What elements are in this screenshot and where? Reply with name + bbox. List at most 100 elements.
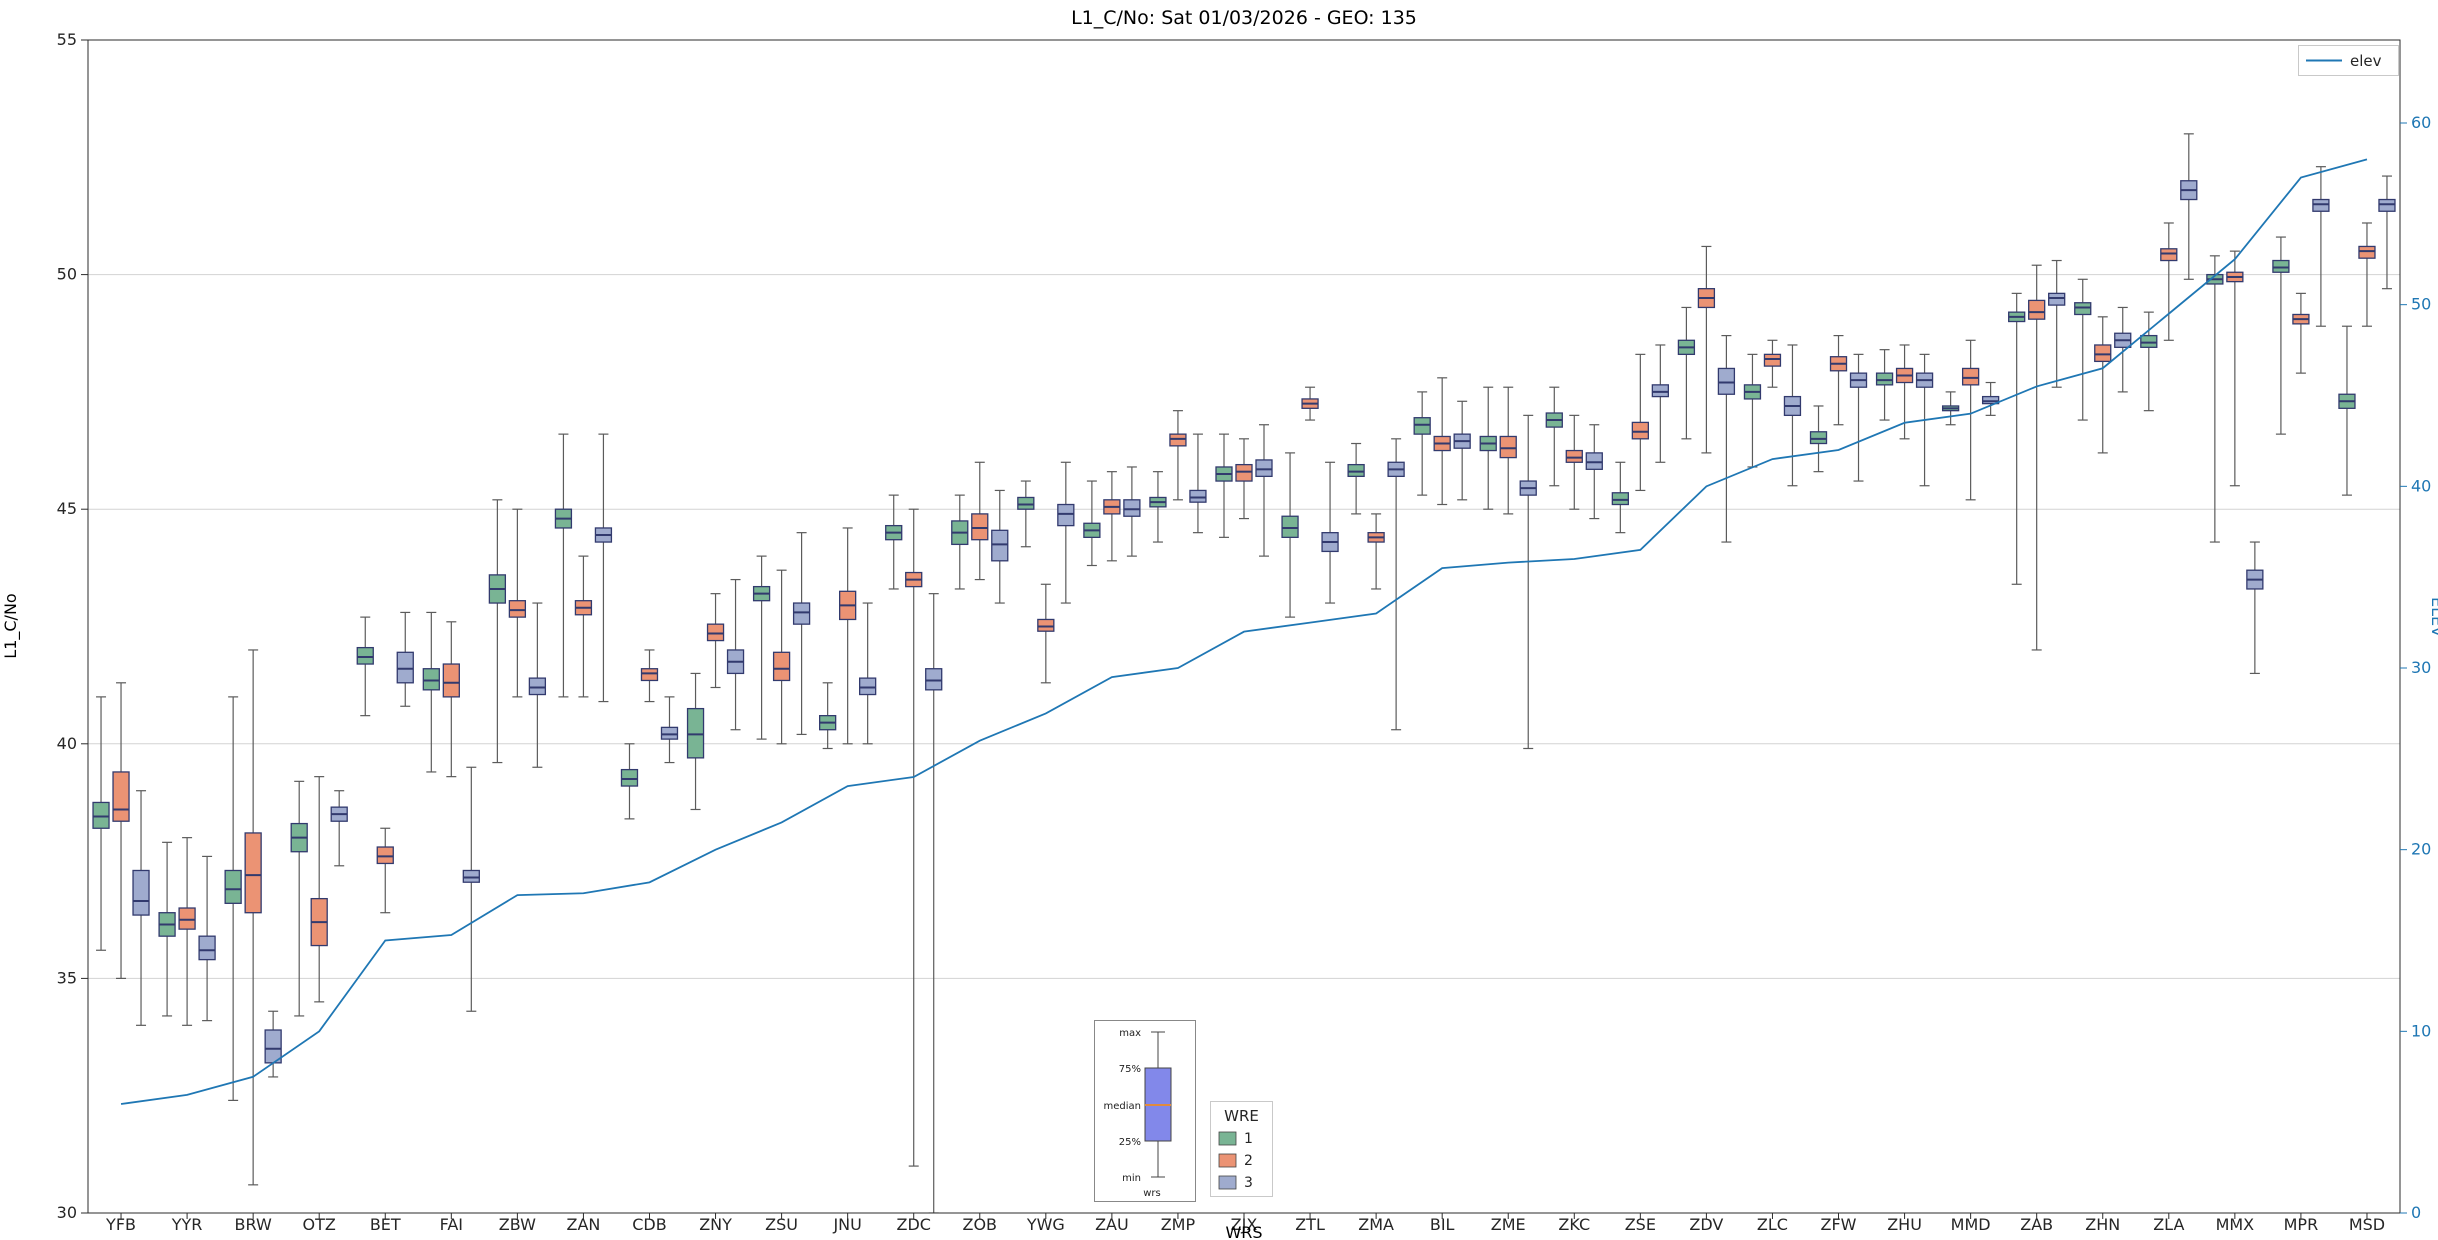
x-tick-label: ZFW — [1821, 1215, 1857, 1234]
box — [178, 907, 196, 930]
y-tick-label-left: 50 — [57, 265, 77, 284]
x-tick-label: CDB — [632, 1215, 666, 1234]
box — [1347, 463, 1365, 478]
plot-frame — [87, 39, 2401, 1214]
box — [1631, 421, 1649, 440]
box — [1235, 463, 1253, 482]
boxplot-MMD-wre2 — [1961, 339, 1980, 501]
boxplot-FAI-wre1 — [422, 611, 440, 773]
boxplot-ZDC-wre3 — [925, 593, 943, 1213]
x-tick-label: ZKC — [1558, 1215, 1590, 1234]
boxplot-ZBW-wre3 — [528, 602, 547, 768]
y-tick-label-left: 55 — [57, 30, 77, 49]
x-tick-label: ZAU — [1095, 1215, 1129, 1234]
boxplot-ZHN-wre3 — [2114, 306, 2132, 393]
box — [1189, 489, 1207, 503]
legend-wre-swatch-3 — [1218, 1175, 1237, 1190]
y-tick-label-right: 20 — [2411, 840, 2431, 859]
boxplot-JNU-wre2 — [839, 527, 857, 745]
boxplot-ZDC-wre1 — [885, 494, 903, 590]
boxplot-MMX-wre3 — [2246, 541, 2264, 675]
y-tick-label-left: 30 — [57, 1203, 77, 1222]
boxplot-ZSU-wre3 — [792, 532, 811, 736]
box — [508, 600, 527, 618]
boxplot-MSD-wre1 — [2338, 325, 2356, 496]
boxplot-ZMA-wre3 — [1387, 438, 1405, 731]
boxplot-ZBW-wre1 — [488, 499, 507, 764]
boxplot-ZMA-wre2 — [1367, 513, 1385, 590]
boxplot-ZSU-wre1 — [752, 555, 771, 740]
boxplot-MSD-wre2 — [2358, 222, 2376, 327]
boxplot-BIL-wre2 — [1433, 377, 1451, 506]
legend-wre-label-1: 1 — [1244, 1131, 1253, 1147]
box — [1809, 431, 1828, 445]
boxplot-ZLC-wre1 — [1743, 353, 1762, 468]
boxplot-ZAN-wre2 — [574, 555, 593, 698]
x-tick-label: YWG — [1026, 1215, 1065, 1234]
x-tick-label: MSD — [2349, 1215, 2385, 1234]
boxplot-ZME-wre1 — [1479, 386, 1497, 510]
boxplot-ZDC-wre2 — [905, 508, 923, 1167]
boxplot-ZAB-wre2 — [2028, 264, 2046, 651]
x-tick-label: ZMP — [1161, 1215, 1196, 1234]
series-wre-1 — [92, 236, 2356, 1101]
grid — [88, 39, 2400, 1214]
boxplot-layer — [92, 133, 2396, 1213]
boxplot-ZAB-wre3 — [2048, 259, 2066, 388]
box — [1651, 384, 1669, 398]
boxplot-ZLA-wre1 — [2140, 311, 2158, 412]
boxplot-CDB-wre2 — [640, 649, 659, 703]
box — [2160, 248, 2178, 262]
x-tick-label: ZDC — [896, 1215, 930, 1234]
boxplot-YWG-wre1 — [1017, 480, 1035, 548]
boxplot-ZHU-wre2 — [1895, 344, 1914, 440]
y-axis-left: 30 35 40 45 50 55 — [57, 30, 88, 1222]
box — [376, 846, 394, 865]
boxplot-ZMA-wre1 — [1347, 442, 1365, 515]
boxplot-BET-wre3 — [396, 611, 414, 707]
boxplot-ZHU-wre1 — [1875, 349, 1894, 421]
x-tick-label: YYR — [171, 1215, 203, 1234]
x-tick-label: FAI — [440, 1215, 463, 1234]
x-tick-label: ZME — [1491, 1215, 1526, 1234]
x-tick-label: ZDV — [1689, 1215, 1723, 1234]
boxplot-ZSU-wre2 — [772, 569, 791, 745]
y-axis-right: 0 10 20 30 40 50 60 — [2400, 113, 2431, 1222]
inset-label-q3: 75% — [1119, 1064, 1141, 1075]
legend-elev: elev — [2298, 45, 2399, 76]
boxplot-YYR-wre1 — [158, 841, 176, 1017]
box — [971, 513, 989, 541]
box — [1585, 452, 1603, 470]
x-axis: YFB YYR BRW OTZ BET FAI ZBW ZAN CDB ZNY ZSU JNU ZDC Z… — [105, 1213, 2385, 1234]
box — [640, 668, 659, 682]
boxplot-ZTL-wre2 — [1301, 386, 1319, 421]
legend-wre-label-3: 3 — [1244, 1175, 1253, 1191]
x-axis-label: WRS — [1225, 1223, 1262, 1240]
box — [198, 935, 216, 961]
box — [792, 602, 811, 625]
box — [396, 651, 414, 684]
y-tick-label-right: 10 — [2411, 1021, 2431, 1040]
boxplot-YWG-wre3 — [1057, 461, 1075, 604]
box — [1017, 496, 1035, 510]
chart-title: L1_C/No: Sat 01/03/2026 - GEO: 135 — [1071, 7, 1417, 29]
boxplot-MMX-wre1 — [2206, 255, 2224, 543]
boxplot-YFB-wre3 — [132, 790, 150, 1026]
boxplot-MSD-wre3 — [2378, 175, 2396, 290]
inset-caption: wrs — [1143, 1188, 1161, 1199]
x-tick-label: ZOB — [963, 1215, 998, 1234]
box — [2272, 259, 2290, 273]
box — [620, 768, 639, 787]
y-tick-label-right: 60 — [2411, 113, 2431, 132]
boxplot-OTZ-wre1 — [290, 780, 308, 1017]
boxplot-CDB-wre3 — [660, 696, 679, 764]
boxplot-BIL-wre3 — [1453, 400, 1471, 501]
box — [1981, 395, 2000, 405]
box — [686, 707, 705, 759]
box — [132, 869, 150, 916]
y-tick-label-left: 45 — [57, 499, 77, 518]
x-tick-label: MPR — [2284, 1215, 2319, 1234]
inset-label-min: min — [1122, 1173, 1141, 1184]
